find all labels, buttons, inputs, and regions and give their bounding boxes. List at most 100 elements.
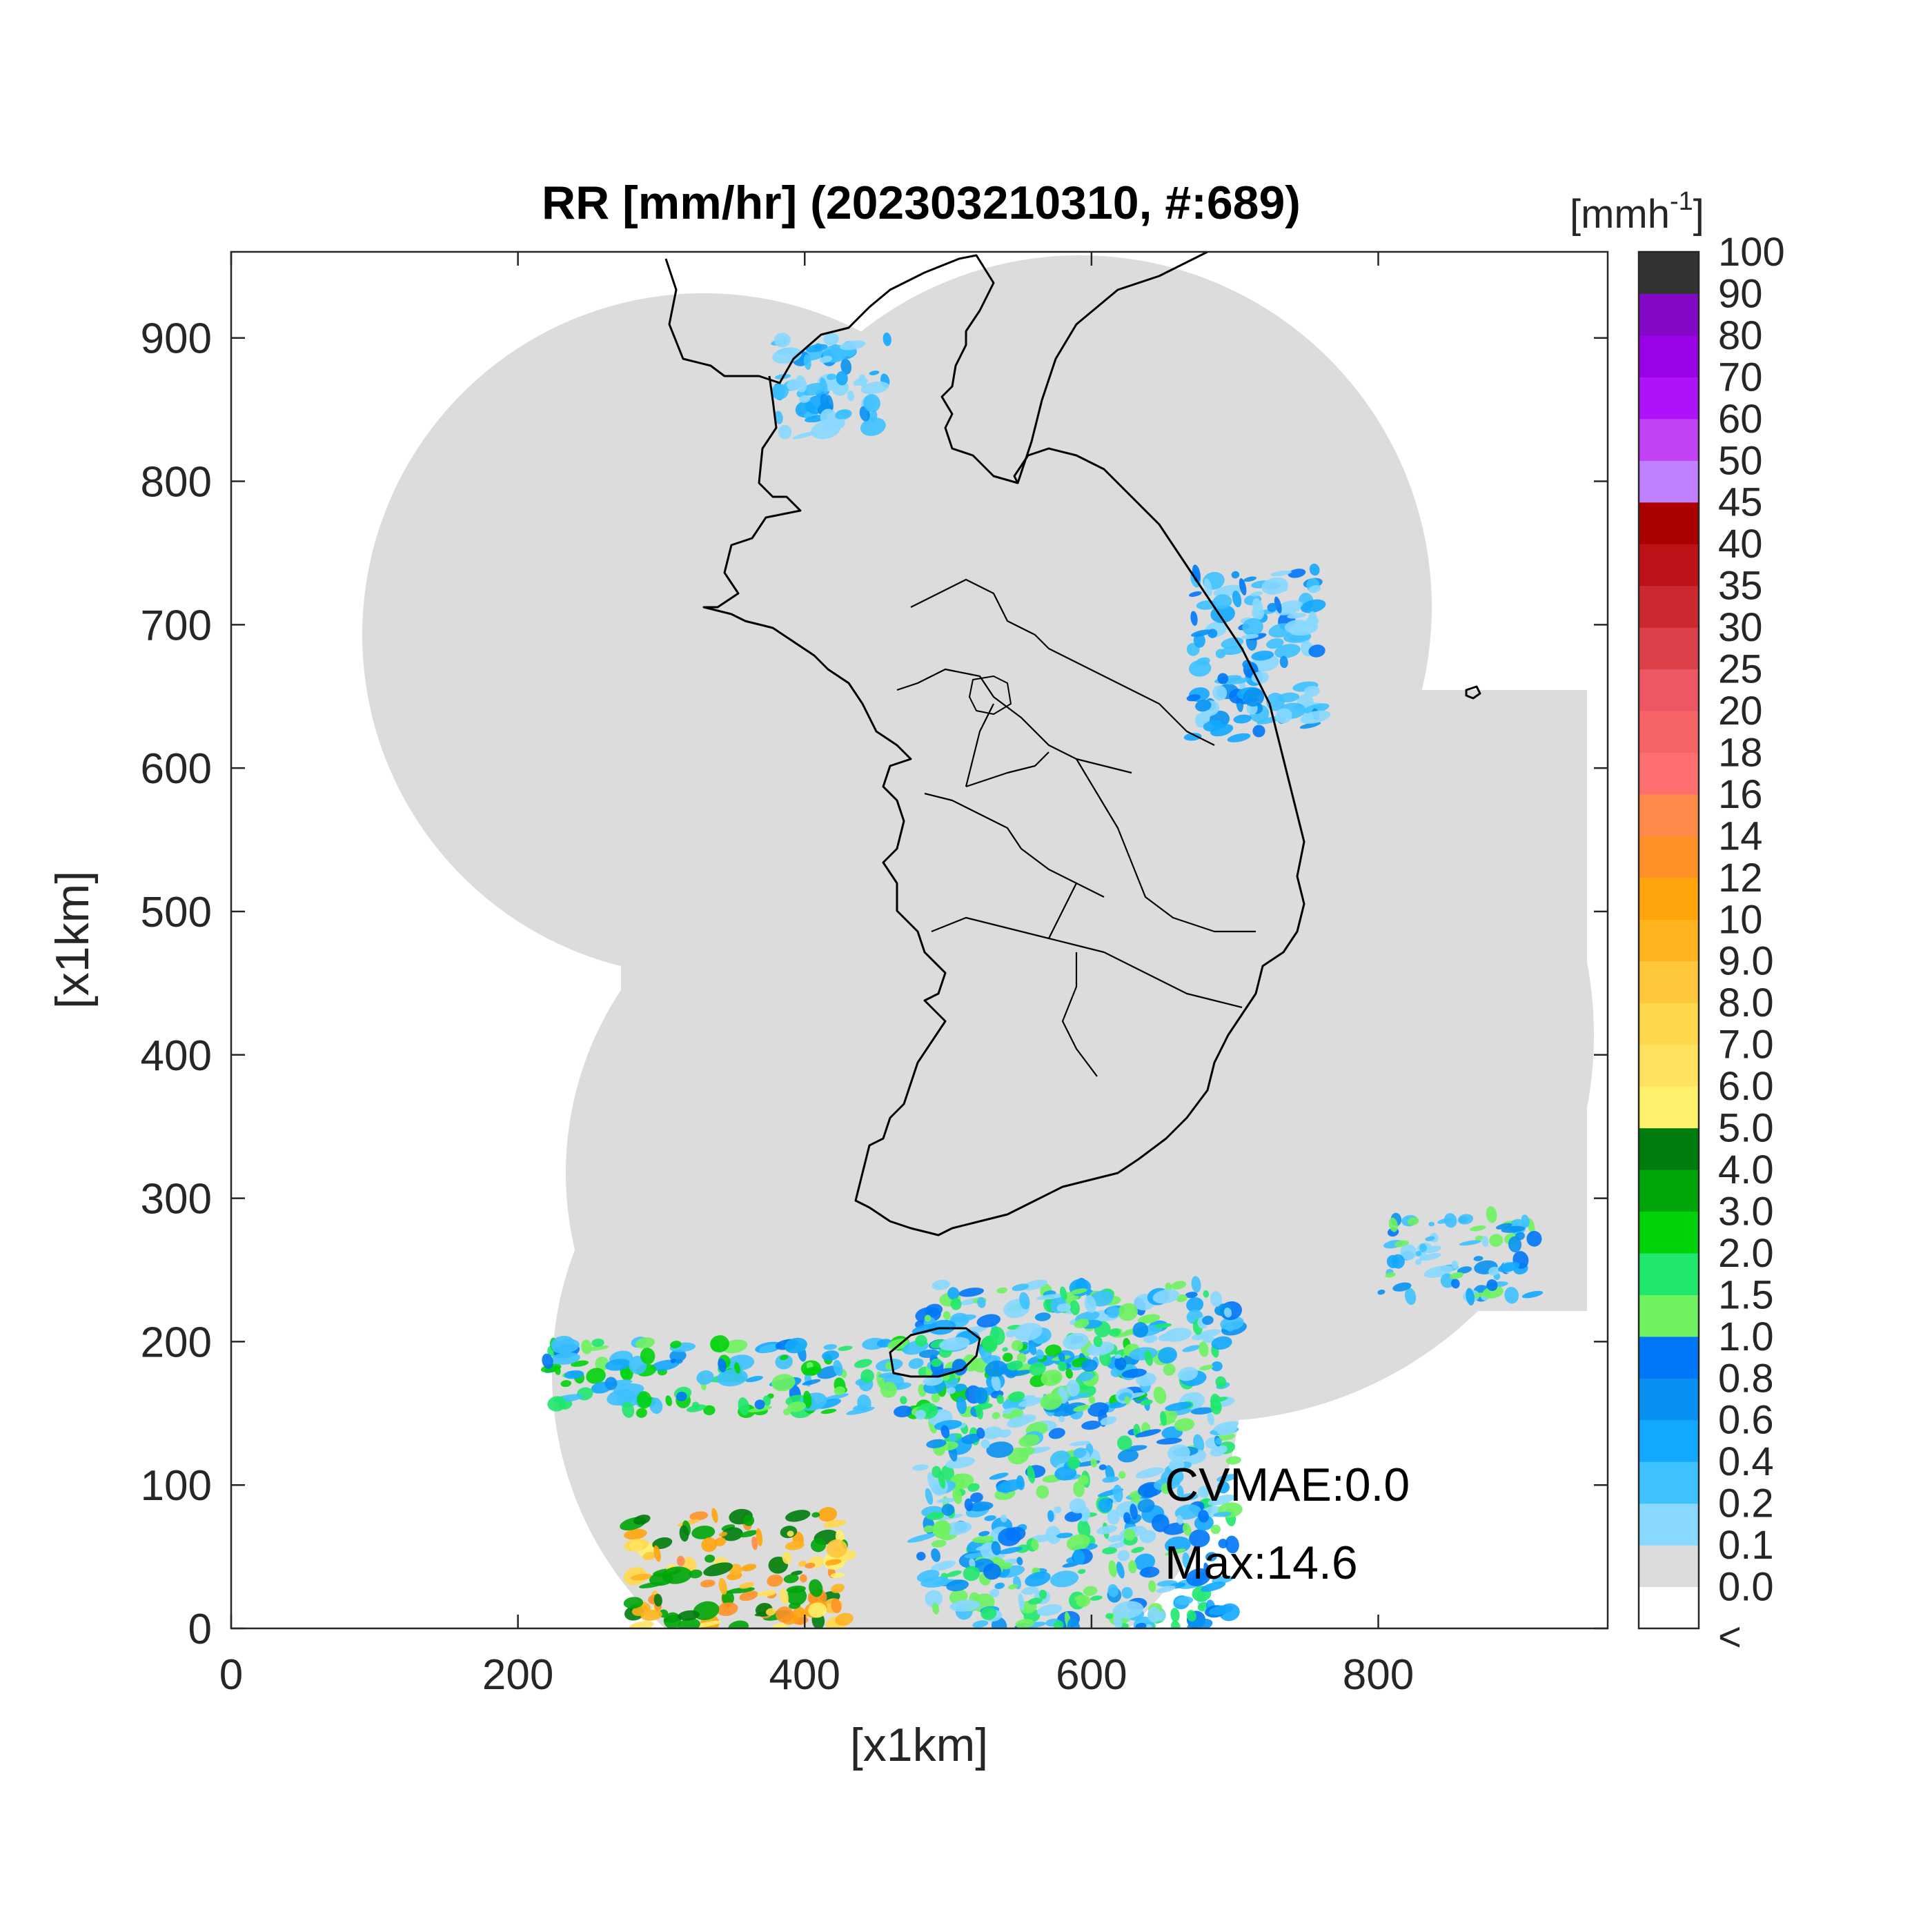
precip-cell	[779, 1588, 789, 1605]
precip-cell	[820, 408, 837, 426]
precip-cell	[991, 1617, 1007, 1628]
precip-cell	[1008, 1391, 1025, 1402]
precip-cell	[996, 1287, 1007, 1294]
precip-cell	[1425, 1236, 1435, 1241]
precip-cell	[989, 1472, 1009, 1480]
precip-cell	[1521, 1290, 1544, 1299]
precip-cell	[586, 1368, 606, 1384]
precip-cell	[1106, 1305, 1120, 1319]
precip-cell	[678, 1618, 700, 1628]
precip-cell	[1066, 1379, 1080, 1397]
precip-cell	[1267, 602, 1278, 612]
precip-cell	[1261, 577, 1288, 595]
precip-cell	[1486, 1206, 1497, 1223]
precip-cell	[756, 1528, 763, 1546]
precip-cell	[636, 1391, 652, 1409]
precip-cell	[638, 1581, 664, 1589]
precip-cell	[1277, 692, 1300, 702]
precip-cell	[1303, 685, 1320, 697]
precip-cell	[1021, 1586, 1039, 1595]
precip-cell	[974, 1403, 993, 1410]
precip-cell	[1213, 1421, 1239, 1432]
precip-cell	[1466, 1288, 1475, 1305]
precip-cell	[1041, 1370, 1063, 1386]
precip-cell	[782, 1552, 792, 1564]
precip-cell	[1067, 1618, 1081, 1628]
precip-region	[1377, 1206, 1544, 1305]
precip-cell	[860, 381, 889, 395]
precip-cell	[1183, 1523, 1192, 1536]
precip-cell	[1107, 1541, 1127, 1549]
chart-title: RR [mm/hr] (202303210310, #:689)	[542, 177, 1301, 229]
precip-cell	[714, 1537, 727, 1546]
precip-cell	[776, 1606, 793, 1623]
precip-cell	[1144, 1350, 1153, 1366]
precip-cell	[932, 1602, 940, 1615]
y-tick-label: 400	[141, 1032, 212, 1080]
korea-north-border	[664, 252, 1208, 484]
precip-cell	[1007, 1360, 1023, 1371]
precip-cell	[1027, 1597, 1043, 1605]
precip-cell	[825, 1560, 831, 1566]
precip-cell	[1188, 591, 1202, 597]
precip-cell	[1210, 1399, 1222, 1415]
y-tick-label: 500	[141, 889, 212, 936]
precip-cell	[1070, 1441, 1091, 1446]
y-tick-label: 900	[141, 315, 212, 363]
precip-cell	[786, 1585, 806, 1594]
precip-cell	[1216, 1481, 1230, 1494]
precip-cell	[1203, 1562, 1211, 1579]
precip-cell	[1415, 1250, 1421, 1256]
precip-cell	[739, 1581, 755, 1589]
precip-cell	[883, 332, 891, 346]
precip-cell	[1176, 1485, 1184, 1499]
precip-cell	[824, 1393, 849, 1401]
precip-cell	[939, 1337, 970, 1351]
precip-cell	[1215, 1445, 1228, 1454]
precip-cell	[1034, 1312, 1051, 1321]
precip-cell	[970, 1492, 983, 1503]
precip-cell	[700, 1579, 716, 1588]
precip-cell	[823, 1519, 847, 1528]
precip-cell	[1239, 578, 1247, 595]
precip-cell	[1165, 1401, 1192, 1411]
precipitation-layer	[540, 332, 1544, 1628]
precip-cell	[775, 1354, 793, 1370]
precip-cell	[1114, 1357, 1127, 1370]
precip-cell	[1407, 1217, 1419, 1225]
precip-cell	[1056, 1303, 1072, 1312]
colorbar-tick-label: 16	[1718, 772, 1763, 817]
colorbar-tick-label: 70	[1718, 355, 1763, 400]
colorbar-tick-label: 2.0	[1718, 1231, 1774, 1276]
precip-cell	[1274, 600, 1303, 615]
precip-cell	[925, 1590, 943, 1608]
precip-cell	[982, 1426, 1003, 1439]
precip-cell	[835, 409, 850, 420]
precip-cell	[1006, 1416, 1030, 1428]
precip-cell	[783, 1574, 799, 1584]
precip-cell	[1190, 611, 1198, 626]
precip-cell	[581, 1339, 593, 1354]
precip-cell	[833, 1360, 843, 1377]
precip-cell	[925, 1488, 934, 1505]
seoul-outline	[969, 676, 1012, 715]
precip-cell	[818, 1507, 838, 1522]
precip-cell	[967, 1483, 980, 1492]
precip-cell	[771, 1374, 796, 1392]
precip-cell	[1038, 1589, 1047, 1599]
colorbar-bin	[1639, 460, 1699, 503]
precip-cell	[1196, 657, 1210, 666]
precip-cell	[1385, 1272, 1396, 1278]
precip-cell	[1118, 1303, 1138, 1321]
precip-cell	[1208, 1495, 1236, 1506]
precip-cell	[1110, 1367, 1122, 1377]
colorbar-tick-label: 60	[1718, 397, 1763, 442]
precip-cell	[1185, 1292, 1198, 1299]
precip-cell	[980, 1607, 997, 1620]
precip-cell	[927, 1512, 945, 1521]
colorbar-bin	[1639, 1336, 1699, 1379]
precip-cell	[950, 1298, 962, 1310]
precip-cell	[880, 1381, 898, 1398]
colorbar-under-label: <	[1718, 1615, 1742, 1659]
precip-cell	[972, 1620, 989, 1628]
